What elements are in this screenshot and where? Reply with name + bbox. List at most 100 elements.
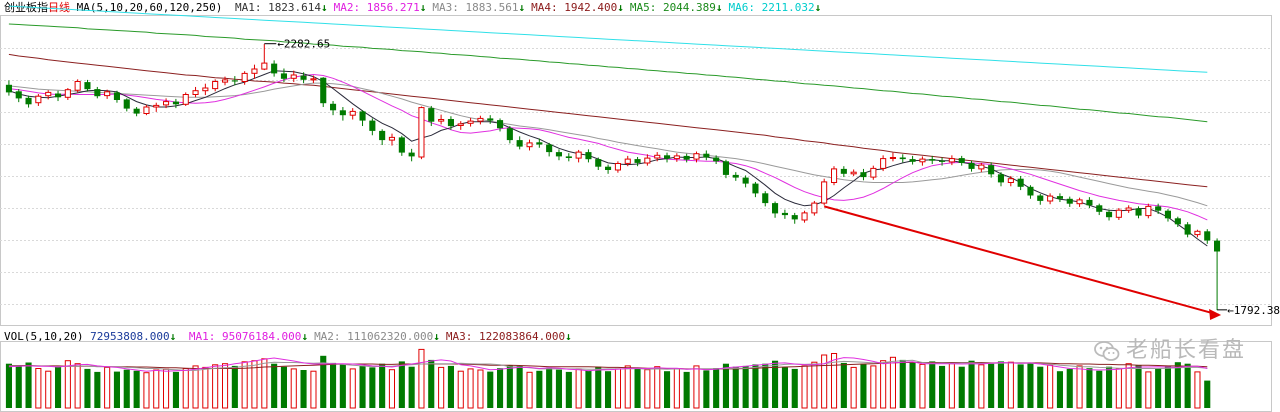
candle-body-96 (939, 160, 946, 162)
volume-bar-24 (231, 365, 238, 408)
vol-ma-1-arrow: ↓ (301, 330, 309, 343)
volume-bar-78 (762, 363, 769, 408)
candle-body-121 (1184, 224, 1191, 235)
candle-body-107 (1047, 195, 1054, 202)
candle-body-110 (1076, 199, 1083, 205)
vol-value: 72953808.000 (90, 330, 170, 343)
volume-bar-116 (1135, 365, 1142, 408)
candle-body-46 (447, 119, 454, 127)
price-ma-3: MA3: 1883.561↓ (432, 1, 525, 14)
volume-bar-45 (438, 366, 445, 409)
vol-ma-3-text: MA3: 122083864.000 (445, 330, 566, 343)
volume-bar-2 (15, 365, 22, 408)
candle-body-91 (889, 157, 897, 159)
candle-body-64 (624, 158, 631, 164)
volume-bar-50 (487, 371, 494, 408)
volume-bar-103 (1007, 361, 1014, 409)
volume-bar-113 (1106, 366, 1113, 408)
candle-body-88 (860, 172, 867, 178)
volume-bar-36 (349, 368, 356, 409)
price-ma-5-arrow: ↓ (715, 1, 723, 14)
price-ma-4-arrow: ↓ (617, 1, 624, 14)
volume-bar-53 (516, 365, 523, 408)
candle-body-7 (64, 89, 71, 98)
candle-body-113 (1106, 211, 1113, 218)
candle-body-105 (1027, 186, 1034, 196)
candle-body-38 (369, 120, 376, 131)
volume-bar-6 (55, 366, 62, 408)
volume-bar-68 (664, 371, 671, 408)
candle-body-103 (1007, 178, 1014, 183)
price-ma-5-text: MA5: 2044.389 (629, 1, 716, 14)
volume-bar-69 (673, 368, 680, 409)
candle-body-49 (477, 117, 484, 122)
volume-bar-22 (212, 364, 219, 409)
volume-bar-57 (555, 369, 562, 408)
candle-body-23 (222, 79, 229, 83)
volume-bar-38 (369, 367, 376, 408)
price-ma-3-arrow: ↓ (518, 1, 526, 14)
candle-body-27 (261, 62, 268, 70)
price-panel-frame (0, 15, 1272, 326)
candle-body-90 (880, 158, 887, 169)
volume-bar-15 (143, 372, 150, 409)
volume-bar-92 (899, 359, 906, 408)
candle-body-119 (1164, 210, 1171, 219)
price-indicator-bar: 创业板指日线 MA(5,10,20,60,120,250) MA1: 1823.… (4, 1, 821, 15)
candle-body-21 (202, 87, 209, 92)
volume-bar-58 (565, 371, 572, 408)
volume-bar-88 (860, 363, 867, 408)
volume-bar-95 (929, 361, 936, 408)
candle-body-120 (1174, 218, 1181, 225)
candle-body-101 (988, 165, 995, 175)
volume-bar-4 (35, 368, 42, 409)
candle-body-102 (997, 174, 1004, 183)
volume-bar-39 (379, 363, 386, 408)
volume-bar-84 (821, 354, 828, 409)
volume-bar-108 (1056, 371, 1063, 408)
candle-body-14 (133, 108, 140, 114)
candle-body-117 (1145, 205, 1152, 217)
volume-bar-99 (968, 360, 975, 408)
volume-bar-19 (182, 368, 189, 409)
candle-body-40 (388, 136, 395, 141)
volume-bar-97 (948, 363, 955, 409)
volume-bar-61 (595, 366, 602, 408)
candle-body-114 (1115, 209, 1122, 218)
candle-body-86 (840, 168, 847, 174)
candle-body-39 (379, 130, 386, 141)
volume-bar-23 (222, 363, 229, 409)
volume-bar-86 (840, 362, 847, 408)
candle-body-26 (251, 68, 258, 74)
vol-ma-values: MA1: 95076184.000↓ MA2: 111062320.000↓ MA3… (183, 330, 572, 343)
ma60-line (8, 53, 1208, 188)
vol-ma-3-arrow: ↓ (565, 330, 572, 343)
volume-bar-21 (202, 366, 209, 409)
volume-bar-105 (1027, 362, 1034, 408)
candle-body-109 (1066, 198, 1073, 204)
candle-body-56 (546, 144, 553, 153)
ma-values: MA1: 1823.614↓ MA2: 1856.271↓ MA3: 1883.56… (229, 1, 821, 14)
candle-body-74 (722, 161, 729, 175)
price-ma-1-arrow: ↓ (321, 1, 328, 14)
candle-body-3 (25, 97, 32, 105)
volume-bar-59 (575, 368, 582, 409)
candle-body-11 (104, 91, 111, 97)
candle-body-62 (605, 166, 612, 170)
candle-body-72 (703, 153, 710, 158)
candle-body-61 (595, 159, 602, 167)
price-ma-2: MA2: 1856.271↓ (334, 1, 427, 14)
volume-bar-14 (133, 370, 140, 408)
candle-body-59 (575, 151, 582, 159)
volume-bar-30 (290, 368, 297, 409)
candle-body-70 (683, 155, 690, 160)
candle-body-29 (280, 73, 287, 79)
volume-bar-47 (457, 370, 464, 409)
wechat-icon (1094, 341, 1120, 361)
candle-body-67 (654, 154, 661, 159)
volume-bar-66 (644, 369, 651, 409)
volume-bar-122 (1194, 371, 1201, 409)
volume-bar-17 (163, 368, 170, 409)
volume-bar-77 (752, 364, 759, 408)
price-ma-4-text: MA4: 1942.400 (531, 1, 618, 14)
